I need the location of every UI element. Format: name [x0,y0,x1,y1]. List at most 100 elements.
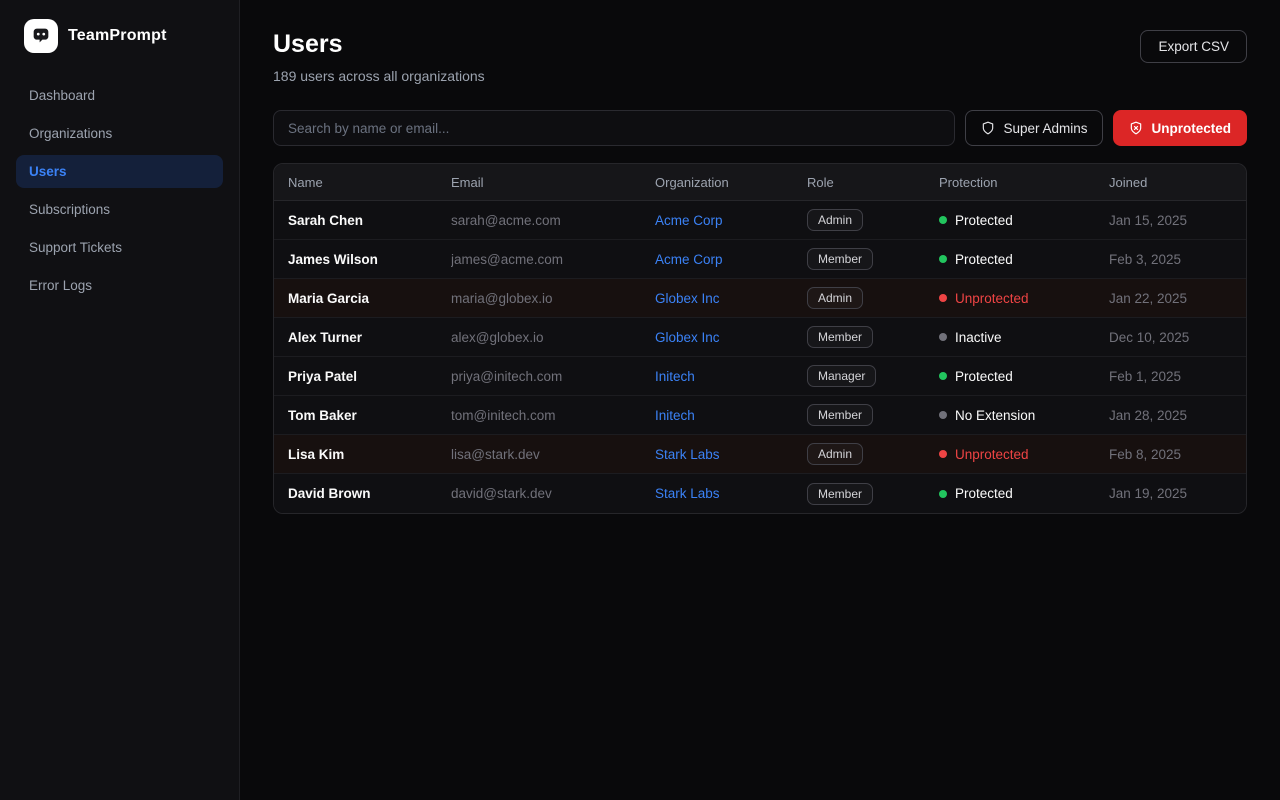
joined-date: Feb 1, 2025 [1109,368,1182,384]
joined-date: Feb 8, 2025 [1109,446,1182,462]
protection-label: Inactive [955,329,1002,345]
sidebar-item-label: Support Tickets [29,240,123,255]
table-header-row: Name Email Organization Role Protection Joine… [274,164,1246,201]
protection-dot-icon [939,489,947,498]
sidebar: TeamPrompt Dashboard Organizations Users… [0,0,240,800]
sidebar-nav: Dashboard Organizations Users Subscripti… [0,79,239,302]
protection-status: Unprotected [939,447,1029,462]
user-email: priya@initech.com [451,368,563,384]
export-csv-button[interactable]: Export CSV [1140,30,1247,63]
joined-date: Jan 22, 2025 [1109,290,1188,306]
role-badge: Member [807,404,874,426]
table-row[interactable]: Lisa Kim lisa@stark.dev Stark Labs Admin… [274,435,1246,474]
role-badge: Admin [807,443,864,465]
unprotected-filter-button[interactable]: Unprotected [1113,110,1247,146]
protection-status: Protected [939,213,1013,228]
protection-dot-icon [939,411,947,420]
sidebar-item-label: Error Logs [29,278,93,293]
protection-dot-icon [939,372,947,381]
protection-status: Protected [939,486,1013,501]
sidebar-item-organizations[interactable]: Organizations [16,117,223,150]
protection-label: No Extension [955,407,1036,423]
protection-status: Protected [939,369,1013,384]
protection-dot-icon [939,450,947,459]
user-name: Tom Baker [288,407,357,423]
user-email: maria@globex.io [451,290,553,306]
user-organization-link[interactable]: Acme Corp [655,212,723,228]
protection-label: Unprotected [955,446,1029,462]
table-body: Sarah Chen sarah@acme.com Acme Corp Admi… [274,201,1246,513]
user-email: james@acme.com [451,251,563,267]
user-name: Lisa Kim [288,446,345,462]
user-email: sarah@acme.com [451,212,561,228]
page-header: Users 189 users across all organizations… [273,30,1247,84]
user-organization-link[interactable]: Stark Labs [655,486,720,501]
protection-label: Protected [955,486,1013,502]
brand-name: TeamPrompt [68,27,167,44]
shield-icon [981,121,995,135]
user-name: Maria Garcia [288,290,370,306]
teamprompt-logo-icon [24,19,58,53]
column-header: Joined [1109,174,1148,190]
joined-date: Jan 15, 2025 [1109,212,1188,228]
table-row[interactable]: David Brown david@stark.dev Stark Labs M… [274,474,1246,513]
protection-status: Unprotected [939,291,1029,306]
role-badge: Manager [807,365,877,387]
user-organization-link[interactable]: Initech [655,368,695,384]
user-organization-link[interactable]: Globex Inc [655,329,720,345]
user-email: alex@globex.io [451,329,544,345]
user-name: Alex Turner [288,329,363,345]
page-subtitle: 189 users across all organizations [273,68,485,84]
user-name: Sarah Chen [288,212,364,228]
table-row[interactable]: James Wilson james@acme.com Acme Corp Me… [274,240,1246,279]
sidebar-item-label: Organizations [29,126,113,141]
user-organization-link[interactable]: Globex Inc [655,290,720,306]
user-email: david@stark.dev [451,486,552,501]
joined-date: Jan 28, 2025 [1109,407,1188,423]
column-header: Organization [655,174,729,190]
protection-dot-icon [939,294,947,303]
role-badge: Admin [807,287,864,309]
table-row[interactable]: Sarah Chen sarah@acme.com Acme Corp Admi… [274,201,1246,240]
sidebar-item-error-logs[interactable]: Error Logs [16,269,223,302]
search-input[interactable] [273,110,956,146]
user-organization-link[interactable]: Acme Corp [655,251,723,267]
table-row[interactable]: Priya Patel priya@initech.com Initech Ma… [274,357,1246,396]
role-badge: Admin [807,209,864,231]
protection-status: No Extension [939,408,1035,423]
super-admins-label: Super Admins [1003,120,1088,136]
sidebar-item-label: Dashboard [29,88,96,103]
sidebar-item-subscriptions[interactable]: Subscriptions [16,193,223,226]
protection-label: Protected [955,212,1013,228]
user-email: lisa@stark.dev [451,446,540,462]
protection-label: Unprotected [955,290,1029,306]
users-table: Name Email Organization Role Protection Joine… [273,163,1247,514]
table-row[interactable]: Alex Turner alex@globex.io Globex Inc Me… [274,318,1246,357]
protection-label: Protected [955,251,1013,267]
page-title: Users [273,30,343,58]
protection-dot-icon [939,216,947,225]
column-header: Email [451,174,484,190]
column-header: Role [807,174,834,190]
sidebar-item-dashboard[interactable]: Dashboard [16,79,223,112]
sidebar-item-label: Users [29,164,67,179]
protection-dot-icon [939,333,947,342]
user-organization-link[interactable]: Stark Labs [655,446,720,462]
filter-row: Super Admins Unprotected [273,110,1247,146]
user-name: James Wilson [288,251,378,267]
user-organization-link[interactable]: Initech [655,407,695,423]
protection-dot-icon [939,255,947,264]
sidebar-item-users[interactable]: Users [16,155,223,188]
user-email: tom@initech.com [451,407,556,423]
sidebar-item-label: Subscriptions [29,202,111,217]
protection-status: Inactive [939,330,1002,345]
protection-status: Protected [939,252,1013,267]
table-row[interactable]: Tom Baker tom@initech.com Initech Member… [274,396,1246,435]
super-admins-filter-button[interactable]: Super Admins [965,110,1104,146]
unprotected-label: Unprotected [1151,120,1231,136]
table-row[interactable]: Maria Garcia maria@globex.io Globex Inc … [274,279,1246,318]
protection-label: Protected [955,368,1013,384]
joined-date: Jan 19, 2025 [1109,486,1188,501]
sidebar-item-support-tickets[interactable]: Support Tickets [16,231,223,264]
joined-date: Feb 3, 2025 [1109,251,1182,267]
